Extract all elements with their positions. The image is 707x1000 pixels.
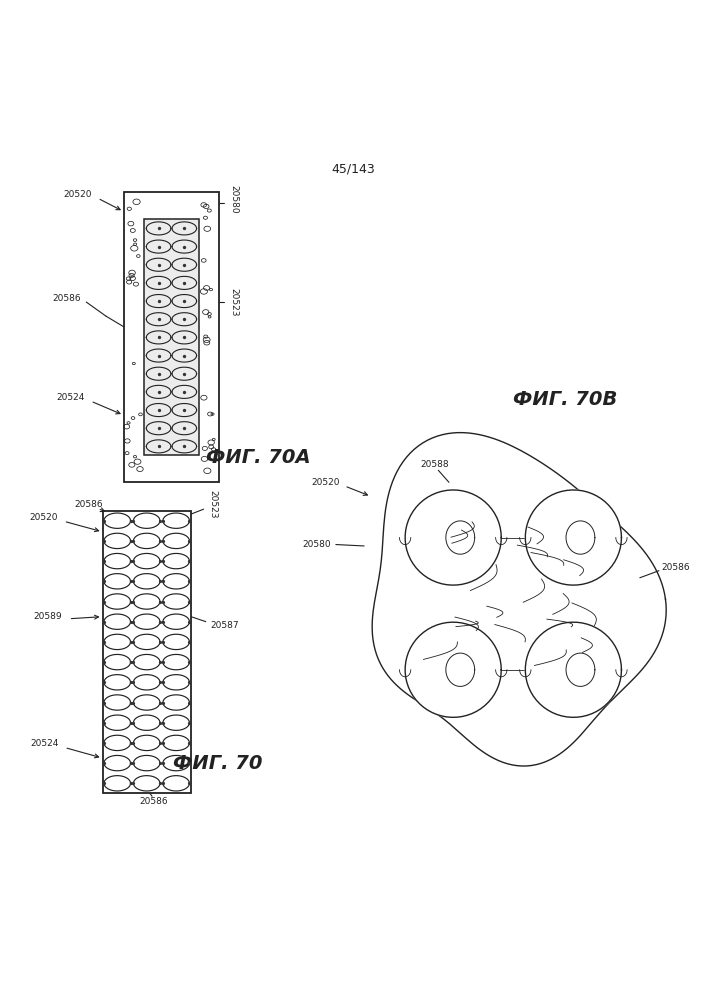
Text: 20587: 20587: [211, 621, 239, 630]
Text: ФИГ. 70А: ФИГ. 70А: [206, 448, 310, 467]
Polygon shape: [446, 521, 474, 554]
Bar: [124, 192, 219, 482]
Text: 20586: 20586: [140, 797, 168, 806]
Text: 20524: 20524: [30, 739, 59, 748]
Text: 20524: 20524: [57, 393, 85, 402]
Polygon shape: [566, 521, 595, 554]
Text: 20520: 20520: [311, 478, 339, 487]
Polygon shape: [566, 653, 595, 686]
Text: 20589: 20589: [34, 612, 62, 621]
Text: 20586: 20586: [74, 500, 103, 509]
Text: 20523: 20523: [209, 490, 218, 518]
Text: 20586: 20586: [53, 294, 81, 303]
Text: ФИГ. 70: ФИГ. 70: [173, 754, 262, 773]
Text: 20523: 20523: [230, 288, 239, 316]
Bar: [103, 511, 191, 793]
Text: 20580: 20580: [303, 540, 331, 549]
Polygon shape: [372, 433, 666, 766]
Polygon shape: [525, 622, 621, 717]
Text: ФИГ. 70В: ФИГ. 70В: [513, 390, 618, 409]
Bar: [144, 219, 199, 455]
Text: 45/143: 45/143: [332, 163, 375, 176]
Polygon shape: [446, 653, 474, 686]
Text: 20586: 20586: [661, 563, 689, 572]
Text: 20580: 20580: [230, 185, 239, 214]
Text: 20520: 20520: [64, 190, 92, 199]
Polygon shape: [405, 490, 501, 585]
Text: 20520: 20520: [30, 513, 58, 522]
Polygon shape: [405, 622, 501, 717]
Text: 20588: 20588: [421, 460, 449, 469]
Polygon shape: [525, 490, 621, 585]
